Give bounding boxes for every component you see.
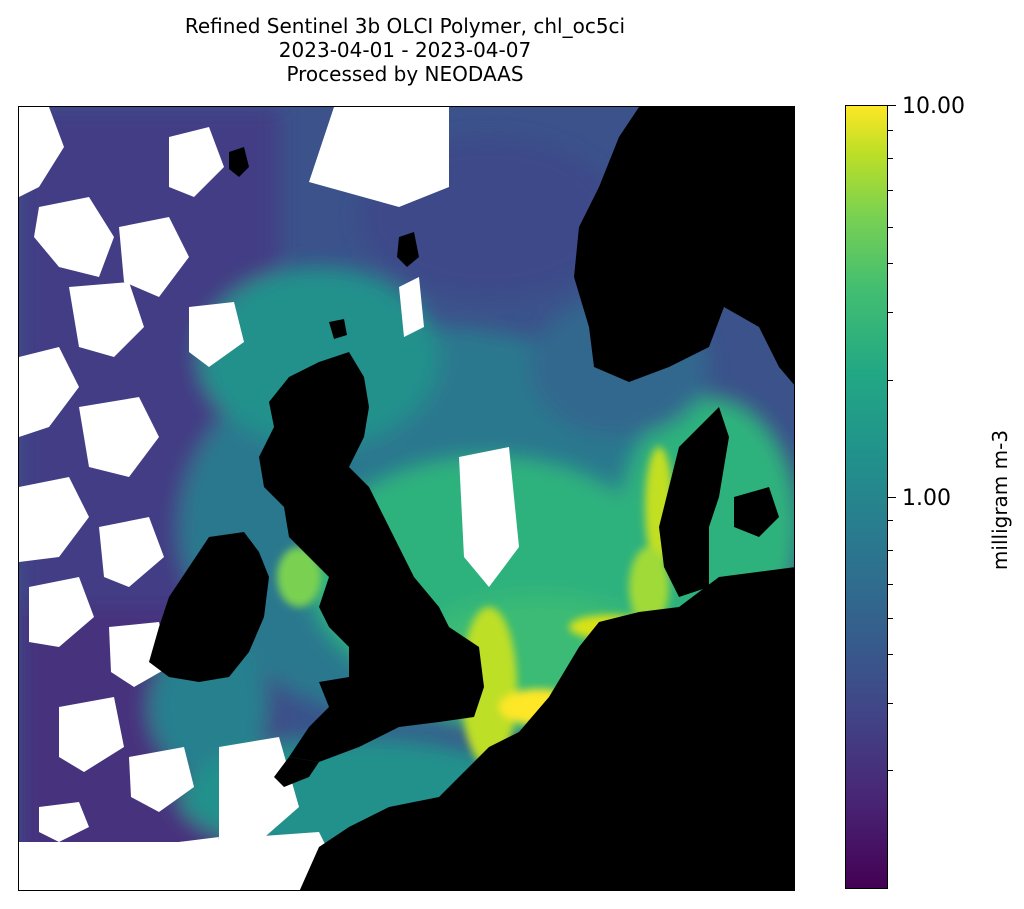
colorbar-tick-minor	[888, 130, 893, 131]
colorbar	[845, 105, 888, 889]
colorbar-tick-minor	[888, 263, 893, 264]
colorbar-tick-minor	[888, 703, 893, 704]
colorbar-tick-minor	[888, 770, 893, 771]
colorbar-tick-minor	[888, 158, 893, 159]
colorbar-label: milligram m-3	[988, 429, 1012, 571]
figure-title: Refined Sentinel 3b OLCI Polymer, chl_oc…	[0, 14, 810, 86]
colorbar-tick-minor	[888, 550, 893, 551]
colorbar-tick-minor	[888, 654, 893, 655]
colorbar-tick-label: 10.00	[902, 94, 965, 119]
colorbar-tick-minor	[888, 618, 893, 619]
cloud-mask	[19, 107, 519, 890]
colorbar-tick-minor	[888, 227, 893, 228]
land-mask	[149, 107, 794, 890]
title-line-dates: 2023-04-01 - 2023-04-07	[278, 38, 532, 62]
colorbar-tick-minor	[888, 380, 893, 381]
title-line-processor: Processed by NEODAAS	[286, 62, 524, 86]
title-line-product: Refined Sentinel 3b OLCI Polymer, chl_oc…	[184, 14, 626, 38]
colorbar-tick-minor	[888, 520, 893, 521]
colorbar-tick-minor	[888, 190, 893, 191]
colorbar-tick-minor	[888, 312, 893, 313]
chlorophyll-map	[18, 106, 795, 891]
colorbar-tick-major	[888, 105, 896, 106]
map-canvas	[19, 107, 794, 890]
colorbar-tick-label: 1.00	[902, 486, 951, 511]
colorbar-tick-major	[888, 497, 896, 498]
colorbar-tick-minor	[888, 584, 893, 585]
